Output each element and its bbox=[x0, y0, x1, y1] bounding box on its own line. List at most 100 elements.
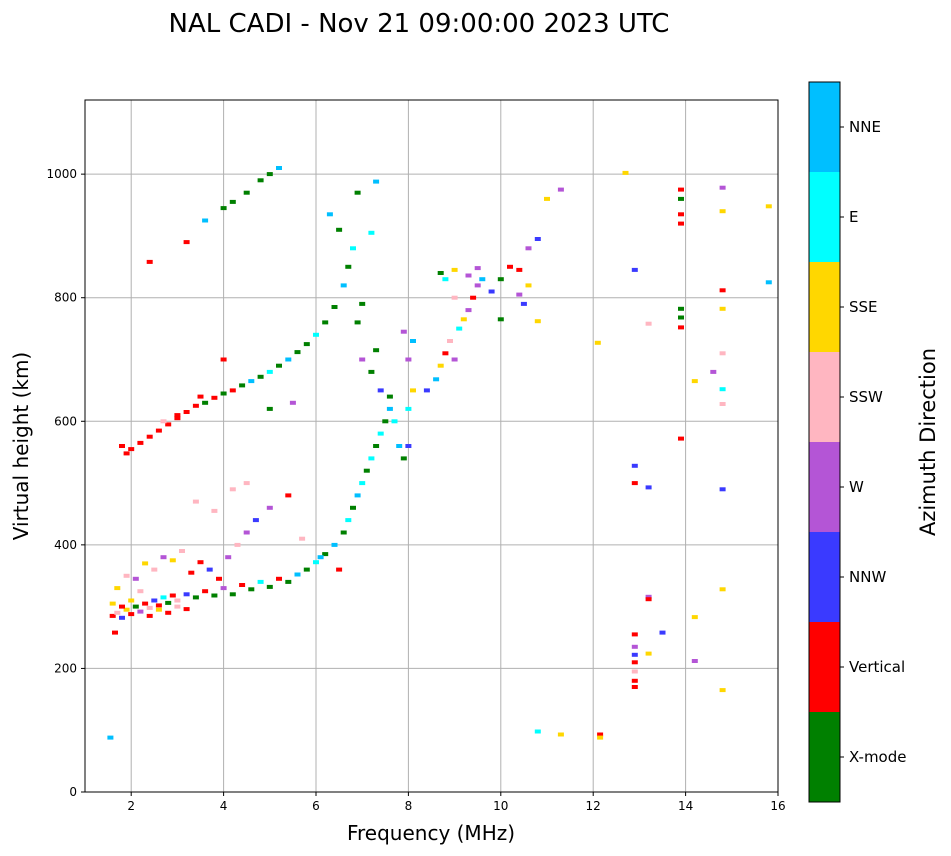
data-point bbox=[151, 598, 158, 603]
data-point bbox=[257, 579, 264, 584]
y-tick-label: 600 bbox=[54, 414, 77, 428]
data-point bbox=[678, 436, 684, 441]
data-point bbox=[234, 542, 241, 547]
data-point bbox=[719, 402, 726, 406]
y-tick-label: 1000 bbox=[46, 167, 77, 181]
data-point bbox=[174, 413, 181, 418]
data-point bbox=[359, 301, 366, 306]
data-point bbox=[220, 586, 227, 591]
data-point bbox=[516, 267, 523, 272]
data-point bbox=[719, 351, 726, 356]
data-point bbox=[229, 487, 236, 492]
data-point bbox=[188, 570, 195, 575]
data-point bbox=[386, 406, 393, 411]
data-point bbox=[597, 735, 604, 740]
colorbar-label: W bbox=[849, 478, 864, 496]
data-point bbox=[174, 604, 181, 609]
grid-lines bbox=[85, 100, 779, 793]
data-point bbox=[373, 348, 380, 353]
data-point bbox=[350, 246, 356, 251]
data-point bbox=[303, 567, 310, 572]
data-point bbox=[192, 499, 199, 504]
data-point bbox=[289, 400, 296, 405]
data-point bbox=[488, 289, 495, 294]
data-point bbox=[142, 601, 149, 606]
data-point bbox=[331, 542, 338, 547]
data-point bbox=[165, 610, 172, 615]
data-point bbox=[192, 403, 199, 408]
data-point bbox=[119, 444, 125, 448]
data-point bbox=[192, 595, 199, 600]
data-point bbox=[216, 576, 222, 581]
data-point bbox=[631, 685, 638, 689]
data-point bbox=[183, 607, 190, 612]
data-point bbox=[229, 388, 236, 393]
data-point bbox=[622, 170, 629, 175]
data-point bbox=[285, 357, 292, 362]
data-point bbox=[165, 422, 172, 427]
plot-background bbox=[85, 100, 778, 792]
data-point bbox=[211, 508, 218, 513]
data-point bbox=[423, 388, 430, 393]
data-point bbox=[160, 595, 167, 600]
data-point bbox=[132, 576, 139, 581]
y-tick-label: 200 bbox=[54, 661, 77, 675]
data-point bbox=[345, 518, 352, 523]
data-point bbox=[719, 487, 726, 492]
data-point bbox=[197, 394, 204, 399]
data-point bbox=[239, 583, 246, 587]
colorbar-swatch bbox=[809, 262, 840, 352]
colorbar-label: Vertical bbox=[849, 658, 905, 676]
data-point bbox=[557, 732, 564, 737]
data-point bbox=[368, 230, 375, 235]
data-point bbox=[174, 416, 181, 421]
data-point bbox=[525, 283, 532, 288]
colorbar-swatch bbox=[809, 532, 840, 622]
data-point bbox=[183, 240, 190, 245]
data-point bbox=[336, 567, 343, 572]
data-point bbox=[220, 206, 227, 211]
data-point bbox=[248, 587, 255, 592]
data-point bbox=[211, 593, 218, 598]
data-point bbox=[169, 558, 176, 563]
data-point bbox=[437, 363, 444, 368]
data-point bbox=[114, 586, 121, 591]
data-point bbox=[451, 267, 458, 272]
data-point bbox=[691, 379, 698, 384]
data-point bbox=[405, 444, 412, 448]
data-point bbox=[174, 598, 181, 603]
data-point bbox=[151, 567, 158, 572]
data-point bbox=[276, 363, 282, 368]
data-point bbox=[248, 379, 255, 384]
data-point bbox=[631, 644, 638, 649]
data-point bbox=[474, 266, 481, 271]
data-point bbox=[645, 594, 652, 599]
data-point bbox=[631, 481, 638, 486]
data-point bbox=[594, 340, 601, 345]
data-point bbox=[146, 434, 153, 439]
data-point bbox=[373, 179, 380, 184]
data-point bbox=[377, 388, 384, 393]
data-point bbox=[396, 444, 403, 448]
data-point bbox=[691, 659, 698, 663]
data-point bbox=[465, 308, 472, 313]
data-point bbox=[678, 221, 684, 226]
data-point bbox=[354, 493, 361, 498]
data-point bbox=[313, 332, 319, 337]
colorbar-label: NNE bbox=[849, 118, 881, 136]
data-point bbox=[243, 530, 250, 535]
data-point bbox=[257, 374, 264, 379]
data-point bbox=[114, 610, 121, 615]
data-point bbox=[202, 400, 209, 405]
data-point bbox=[678, 196, 684, 201]
x-tick-label: 10 bbox=[493, 799, 508, 813]
data-point bbox=[405, 406, 412, 411]
data-point bbox=[266, 584, 273, 589]
colorbar-swatch bbox=[809, 352, 840, 442]
data-point bbox=[451, 357, 458, 362]
data-point bbox=[123, 573, 130, 578]
data-point bbox=[229, 199, 236, 204]
data-point bbox=[202, 589, 209, 594]
data-point bbox=[340, 530, 347, 535]
data-point bbox=[359, 481, 366, 486]
